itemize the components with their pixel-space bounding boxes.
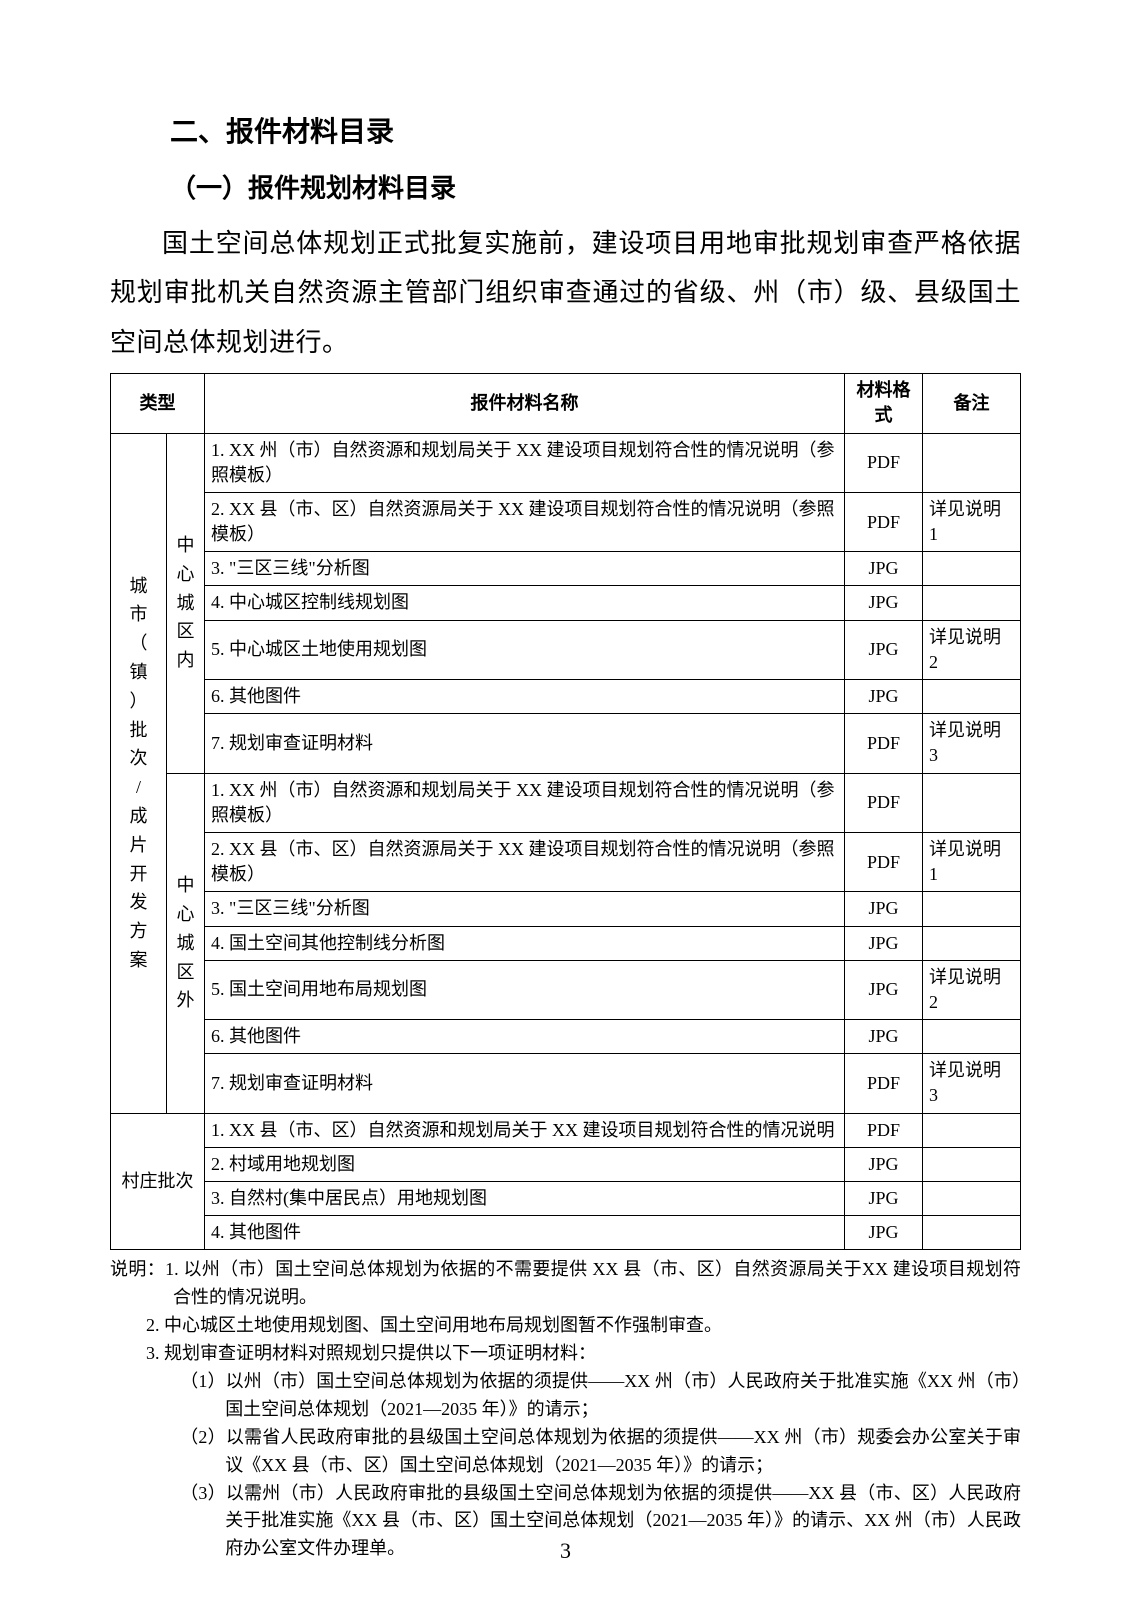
th-name: 报件材料名称: [205, 374, 845, 433]
cell-note: 详见说明 2: [923, 620, 1021, 679]
cell-note: [923, 1113, 1021, 1147]
table-row: 村庄批次 1. XX 县（市、区）自然资源和规划局关于 XX 建设项目规划符合性…: [111, 1113, 1021, 1147]
th-type: 类型: [111, 374, 205, 433]
note-3: 3. 规划审查证明材料对照规划只提供以下一项证明材料：: [110, 1340, 1021, 1368]
cell-note: [923, 433, 1021, 492]
cell-name: 1. XX 州（市）自然资源和规划局关于 XX 建设项目规划符合性的情况说明（参…: [205, 773, 845, 832]
page-number: 3: [0, 1538, 1131, 1564]
cell-note: [923, 773, 1021, 832]
cell-name: 3. "三区三线"分析图: [205, 552, 845, 586]
table-row: 3. "三区三线"分析图 JPG: [111, 552, 1021, 586]
cell-fmt: JPG: [845, 680, 923, 714]
cell-note: [923, 586, 1021, 620]
table-row: 4. 其他图件 JPG: [111, 1216, 1021, 1250]
cell-name: 3. 自然村(集中居民点）用地规划图: [205, 1182, 845, 1216]
table-row: 中心城区外 1. XX 州（市）自然资源和规划局关于 XX 建设项目规划符合性的…: [111, 773, 1021, 832]
cell-note: [923, 1147, 1021, 1181]
cell-name: 6. 其他图件: [205, 1020, 845, 1054]
cell-name: 5. 中心城区土地使用规划图: [205, 620, 845, 679]
heading-section-2: 二、报件材料目录: [110, 110, 1021, 150]
cell-fmt: JPG: [845, 960, 923, 1019]
cell-name: 1. XX 县（市、区）自然资源和规划局关于 XX 建设项目规划符合性的情况说明: [205, 1113, 845, 1147]
cell-fmt: PDF: [845, 1054, 923, 1113]
note-3-2: （2）以需省人民政府审批的县级国土空间总体规划为依据的须提供——XX 州（市）规…: [110, 1424, 1021, 1480]
table-row: 2. XX 县（市、区）自然资源局关于 XX 建设项目规划符合性的情况说明（参照…: [111, 832, 1021, 891]
table-row: 6. 其他图件 JPG: [111, 1020, 1021, 1054]
note-1: 说明：1. 以州（市）国土空间总体规划为依据的不需要提供 XX 县（市、区）自然…: [110, 1256, 1021, 1312]
cell-name: 4. 其他图件: [205, 1216, 845, 1250]
cell-fmt: JPG: [845, 1182, 923, 1216]
subtype-cell-outer: 中心城区外: [167, 773, 205, 1113]
th-format: 材料格式: [845, 374, 923, 433]
cell-note: 详见说明 1: [923, 492, 1021, 551]
subtype-cell-inner: 中心城区内: [167, 433, 205, 773]
cell-fmt: PDF: [845, 492, 923, 551]
cell-name: 4. 中心城区控制线规划图: [205, 586, 845, 620]
cell-name: 4. 国土空间其他控制线分析图: [205, 926, 845, 960]
cell-name: 7. 规划审查证明材料: [205, 1054, 845, 1113]
cell-fmt: PDF: [845, 773, 923, 832]
table-row: 城市（镇）批次/成片开发方案 中心城区内 1. XX 州（市）自然资源和规划局关…: [111, 433, 1021, 492]
type-cell-village: 村庄批次: [111, 1113, 205, 1250]
cell-note: 详见说明 3: [923, 1054, 1021, 1113]
cell-note: [923, 552, 1021, 586]
intro-paragraph: 国土空间总体规划正式批复实施前，建设项目用地审批规划审查严格依据规划审批机关自然…: [110, 219, 1021, 367]
cell-fmt: JPG: [845, 552, 923, 586]
cell-note: 详见说明 1: [923, 832, 1021, 891]
cell-note: [923, 1216, 1021, 1250]
cell-name: 5. 国土空间用地布局规划图: [205, 960, 845, 1019]
table-row: 7. 规划审查证明材料 PDF 详见说明 3: [111, 714, 1021, 773]
cell-fmt: JPG: [845, 1020, 923, 1054]
cell-name: 2. 村域用地规划图: [205, 1147, 845, 1181]
cell-fmt: PDF: [845, 1113, 923, 1147]
note-2: 2. 中心城区土地使用规划图、国土空间用地布局规划图暂不作强制审查。: [110, 1312, 1021, 1340]
table-row: 5. 中心城区土地使用规划图 JPG 详见说明 2: [111, 620, 1021, 679]
table-row: 2. XX 县（市、区）自然资源局关于 XX 建设项目规划符合性的情况说明（参照…: [111, 492, 1021, 551]
cell-fmt: JPG: [845, 892, 923, 926]
cell-note: [923, 680, 1021, 714]
cell-name: 6. 其他图件: [205, 680, 845, 714]
cell-name: 7. 规划审查证明材料: [205, 714, 845, 773]
th-note: 备注: [923, 374, 1021, 433]
cell-name: 3. "三区三线"分析图: [205, 892, 845, 926]
cell-note: [923, 926, 1021, 960]
table-row: 2. 村域用地规划图 JPG: [111, 1147, 1021, 1181]
cell-fmt: PDF: [845, 714, 923, 773]
cell-fmt: JPG: [845, 586, 923, 620]
page: 二、报件材料目录 （一）报件规划材料目录 国土空间总体规划正式批复实施前，建设项…: [0, 0, 1131, 1600]
materials-table: 类型 报件材料名称 材料格式 备注 城市（镇）批次/成片开发方案 中心城区内 1…: [110, 373, 1021, 1250]
cell-fmt: JPG: [845, 620, 923, 679]
cell-note: [923, 1020, 1021, 1054]
cell-note: 详见说明 3: [923, 714, 1021, 773]
table-row: 3. "三区三线"分析图 JPG: [111, 892, 1021, 926]
table-row: 4. 中心城区控制线规划图 JPG: [111, 586, 1021, 620]
cell-fmt: PDF: [845, 832, 923, 891]
table-row: 5. 国土空间用地布局规划图 JPG 详见说明 2: [111, 960, 1021, 1019]
type-cell-city: 城市（镇）批次/成片开发方案: [111, 433, 167, 1113]
cell-fmt: JPG: [845, 926, 923, 960]
table-row: 6. 其他图件 JPG: [111, 680, 1021, 714]
heading-subsection-1: （一）报件规划材料目录: [110, 168, 1021, 205]
cell-fmt: PDF: [845, 433, 923, 492]
cell-fmt: JPG: [845, 1147, 923, 1181]
cell-name: 2. XX 县（市、区）自然资源局关于 XX 建设项目规划符合性的情况说明（参照…: [205, 832, 845, 891]
note-3-1: （1）以州（市）国土空间总体规划为依据的须提供——XX 州（市）人民政府关于批准…: [110, 1368, 1021, 1424]
cell-name: 1. XX 州（市）自然资源和规划局关于 XX 建设项目规划符合性的情况说明（参…: [205, 433, 845, 492]
cell-note: [923, 892, 1021, 926]
table-header-row: 类型 报件材料名称 材料格式 备注: [111, 374, 1021, 433]
cell-name: 2. XX 县（市、区）自然资源局关于 XX 建设项目规划符合性的情况说明（参照…: [205, 492, 845, 551]
cell-note: 详见说明 2: [923, 960, 1021, 1019]
notes-block: 说明：1. 以州（市）国土空间总体规划为依据的不需要提供 XX 县（市、区）自然…: [110, 1256, 1021, 1563]
cell-fmt: JPG: [845, 1216, 923, 1250]
table-row: 3. 自然村(集中居民点）用地规划图 JPG: [111, 1182, 1021, 1216]
table-row: 7. 规划审查证明材料 PDF 详见说明 3: [111, 1054, 1021, 1113]
cell-note: [923, 1182, 1021, 1216]
table-row: 4. 国土空间其他控制线分析图 JPG: [111, 926, 1021, 960]
